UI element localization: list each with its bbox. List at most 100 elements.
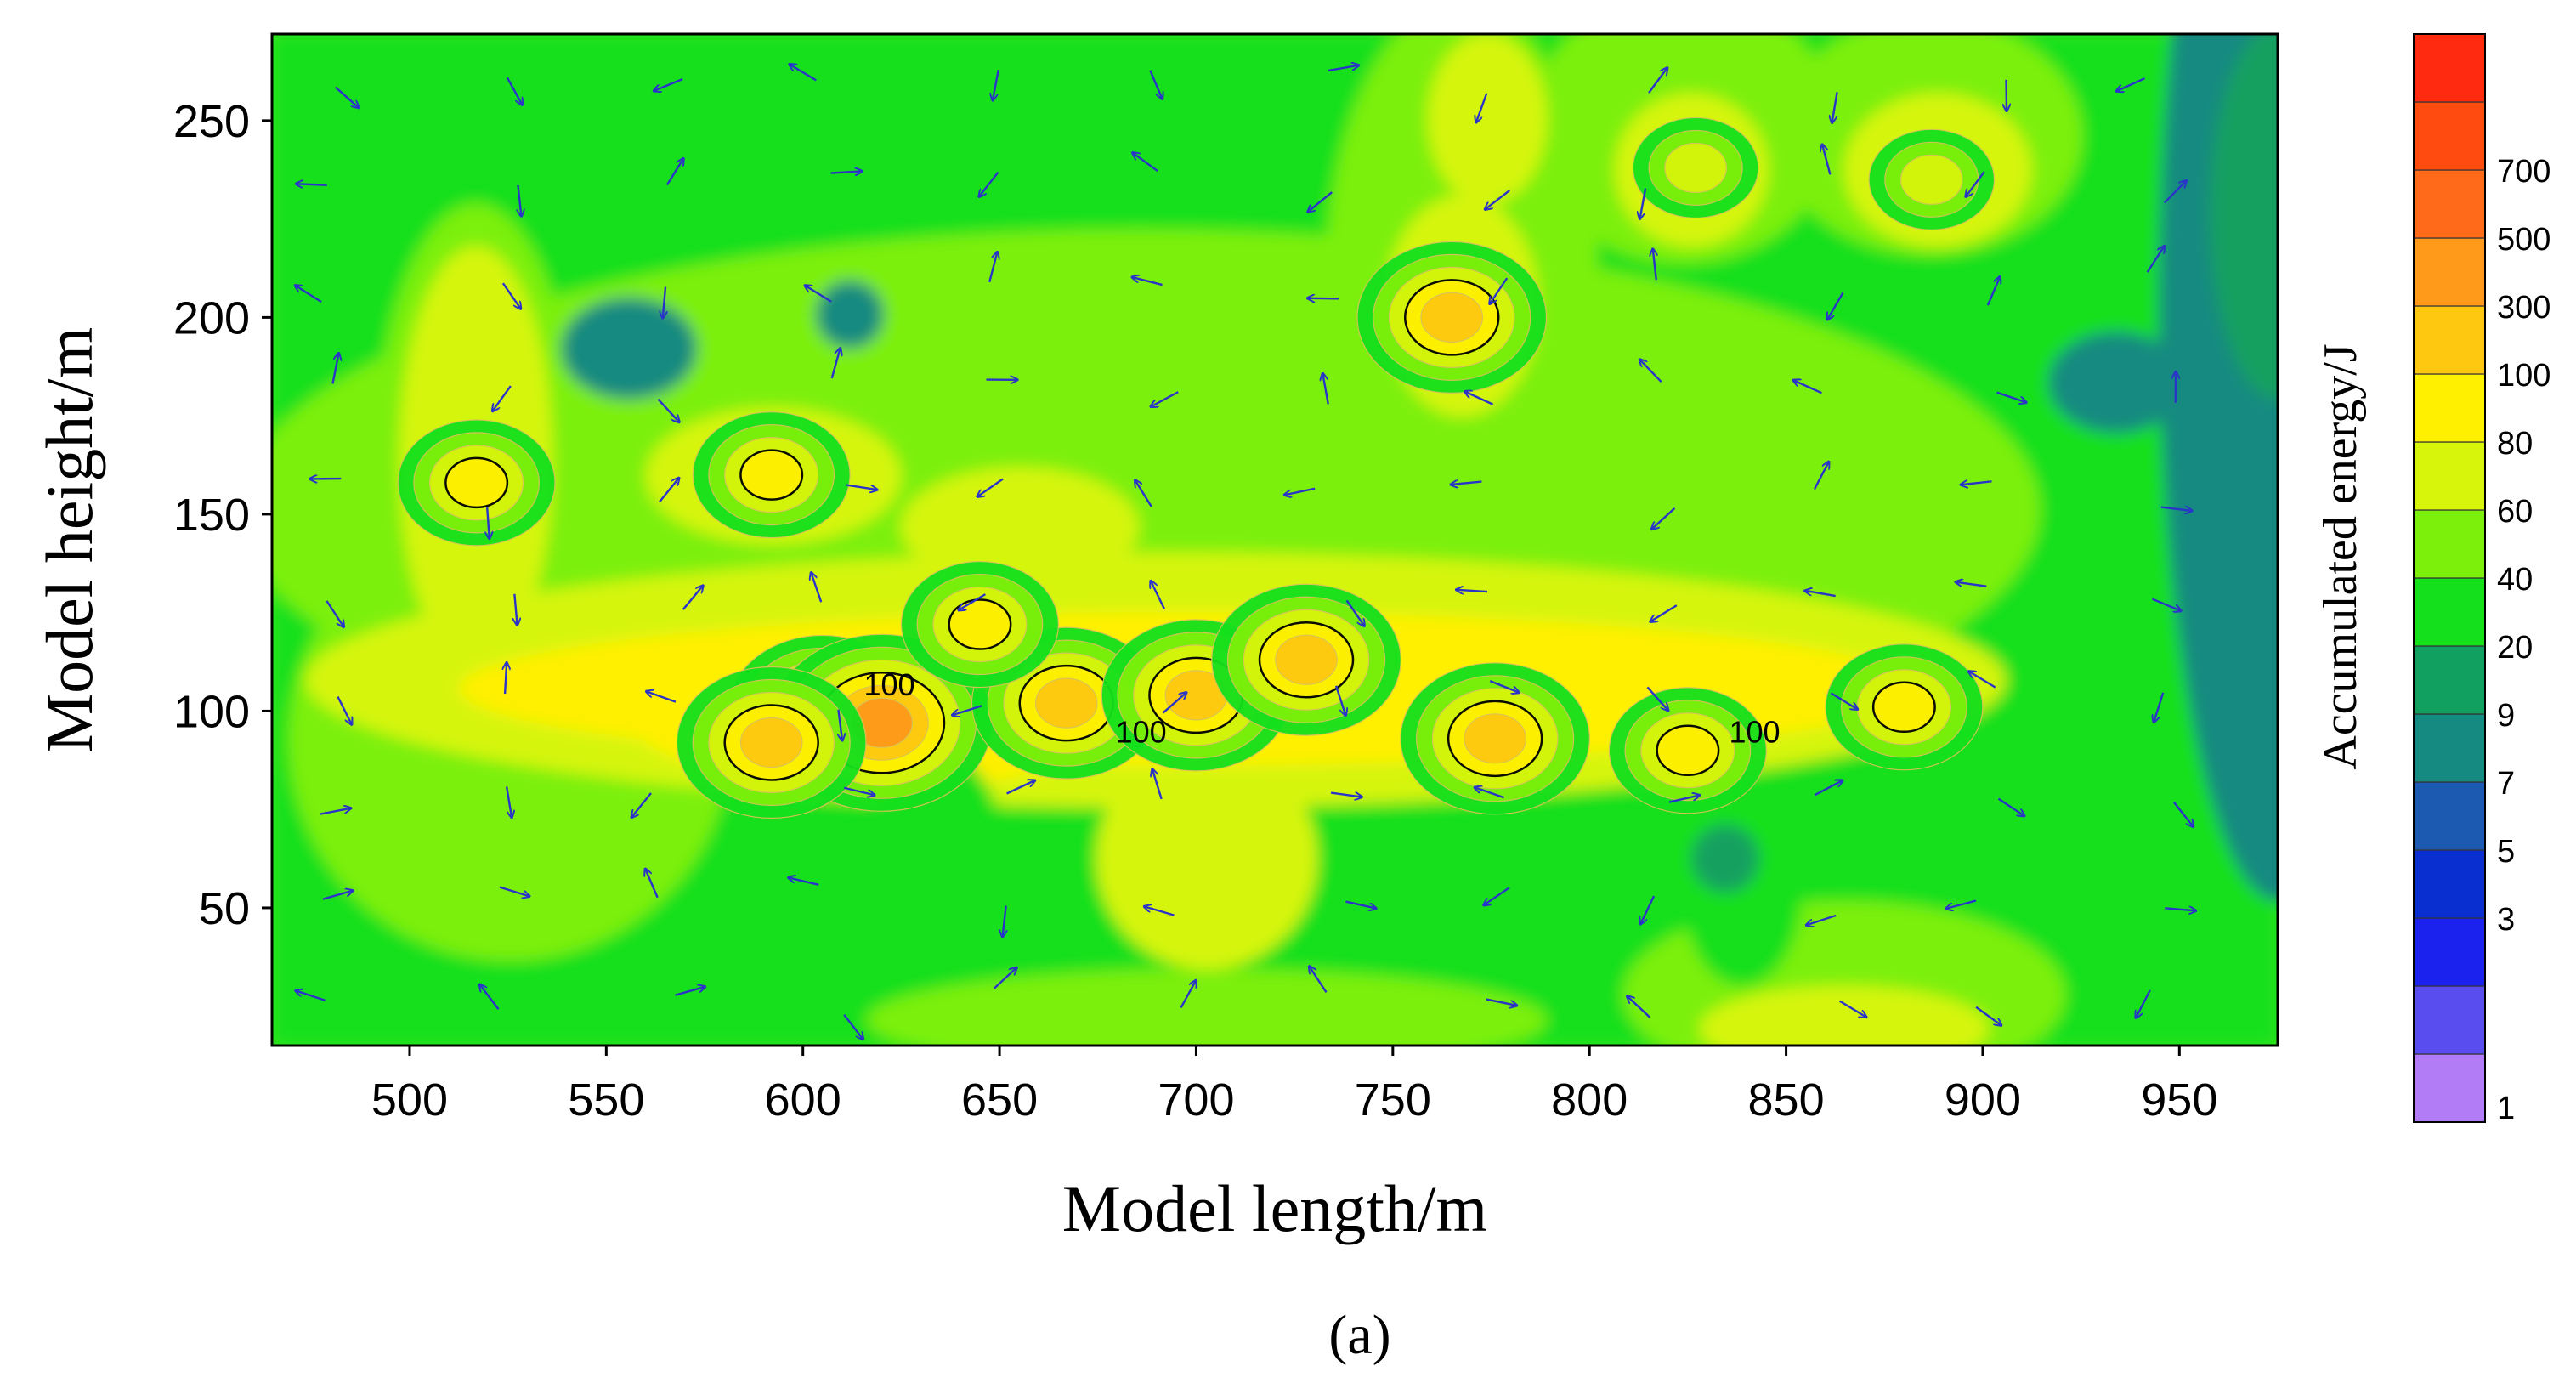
- flow-arrow: [1646, 686, 1667, 710]
- flow-arrow: [499, 886, 529, 897]
- colorbar-band: [2413, 1053, 2486, 1123]
- colorbar-label: 40: [2497, 562, 2533, 598]
- flow-arrow: [1640, 188, 1647, 218]
- colorbar: 1 3 5 7 9 20 40 60 80 100 300 500 700: [2413, 33, 2551, 1126]
- colorbar-band: [2413, 985, 2486, 1055]
- flow-arrow: [812, 573, 823, 603]
- flow-arrow: [1285, 487, 1316, 495]
- flow-arrow: [1640, 360, 1662, 383]
- flow-arrow: [2154, 692, 2165, 722]
- contour-labels: 100 100 100: [863, 667, 1780, 750]
- flow-arrow: [1310, 967, 1328, 994]
- colorbar-frame: [2413, 33, 2486, 1123]
- energy-peak: [1825, 643, 1984, 771]
- y-tick-label: 100: [173, 686, 250, 737]
- flow-arrow: [337, 695, 351, 723]
- flow-arrow: [682, 586, 703, 610]
- colorbar-label: 700: [2497, 154, 2551, 190]
- flow-arrow: [320, 808, 350, 815]
- field-region: [561, 298, 697, 400]
- energy-peak: [1400, 662, 1590, 815]
- flow-arrow: [1966, 171, 1985, 196]
- flow-arrow: [843, 786, 874, 795]
- colorbar-band: [2413, 849, 2486, 919]
- flow-arrow: [979, 171, 999, 196]
- flow-arrow: [1652, 507, 1676, 529]
- flow-arrow: [1807, 914, 1837, 925]
- flow-arrow: [505, 663, 507, 694]
- flow-arrow: [665, 159, 683, 186]
- flow-arrow: [487, 507, 490, 538]
- energy-peak: [676, 666, 867, 819]
- flow-arrow: [1969, 672, 1996, 689]
- energy-field: [272, 34, 2278, 1046]
- flow-arrow: [1475, 787, 1505, 799]
- flow-arrow: [1628, 996, 1651, 1018]
- flow-arrow: [1133, 277, 1163, 286]
- energy-peak: [692, 411, 851, 539]
- flow-arrow: [1794, 381, 1822, 394]
- flow-arrow: [331, 354, 338, 384]
- colorbar-label: 5: [2497, 834, 2515, 870]
- colorbar-band: [2413, 917, 2486, 987]
- flow-arrow: [506, 77, 522, 105]
- flow-arrow: [1490, 277, 1509, 303]
- panel-label: (a): [1328, 1304, 1390, 1366]
- field-region: [1691, 825, 1759, 893]
- contour-label: 100: [1730, 714, 1781, 749]
- contour-label: 100: [863, 667, 914, 702]
- contour-level: [1899, 154, 1963, 205]
- y-axis-title: Model height/m: [32, 327, 106, 752]
- energy-peak: [1608, 687, 1767, 814]
- energy-peak: [1211, 583, 1401, 736]
- y-tick-label: 150: [173, 490, 250, 541]
- flow-arrow: [1006, 780, 1035, 795]
- flow-arrow: [326, 600, 343, 626]
- energy-peak: [1356, 241, 1548, 394]
- y-axis: 50 100 150 200 250: [173, 96, 272, 934]
- colorbar-band: [2413, 713, 2486, 783]
- flow-arrow: [1452, 482, 1482, 485]
- flow-arrow: [1648, 68, 1667, 94]
- flow-arrow: [953, 705, 982, 715]
- colorbar-band: [2413, 645, 2486, 715]
- flow-arrow: [1484, 887, 1510, 904]
- flow-arrow: [1830, 692, 1857, 709]
- flow-arrow: [1133, 153, 1158, 173]
- contour-level: [1275, 634, 1338, 685]
- flow-arrow: [518, 184, 521, 216]
- flow-arrow: [838, 709, 842, 740]
- colorbar-band: [2413, 509, 2486, 579]
- field-region: [2193, 34, 2227, 119]
- energy-peak: [900, 560, 1060, 689]
- colorbar-label: 9: [2497, 698, 2515, 734]
- flow-arrow: [1946, 899, 1977, 908]
- flow-arrow: [1162, 693, 1186, 714]
- flow-arrow: [1838, 1000, 1866, 1018]
- flow-arrow: [1668, 796, 1699, 803]
- flow-arrow: [977, 478, 1004, 496]
- colorbar-band: [2413, 781, 2486, 851]
- flow-arrow: [2151, 598, 2180, 611]
- colorbar-band: [2413, 441, 2486, 511]
- colorbar-label: 100: [2497, 358, 2551, 394]
- flow-arrow: [959, 593, 986, 609]
- plot-frame: [270, 32, 2279, 1047]
- flow-arrow: [1805, 591, 1836, 598]
- x-axis-title: Model length/m: [1062, 1171, 1487, 1245]
- contour-level: [739, 717, 803, 768]
- flow-arrow: [2117, 77, 2146, 91]
- y-tick-label: 200: [173, 292, 250, 343]
- flow-arrow: [505, 786, 512, 817]
- flow-arrow: [1650, 604, 1678, 621]
- contour-level: [1420, 292, 1484, 343]
- contour-level: [1464, 713, 1526, 764]
- flow-arrow: [657, 398, 678, 422]
- colorbar-band: [2413, 169, 2486, 239]
- flow-arrow: [2163, 181, 2186, 204]
- flow-arrow: [1827, 292, 1844, 319]
- flow-arrow: [988, 252, 997, 283]
- flow-arrow: [663, 286, 665, 318]
- flow-arrow: [1986, 277, 2000, 306]
- flow-arrow: [1180, 981, 1196, 1008]
